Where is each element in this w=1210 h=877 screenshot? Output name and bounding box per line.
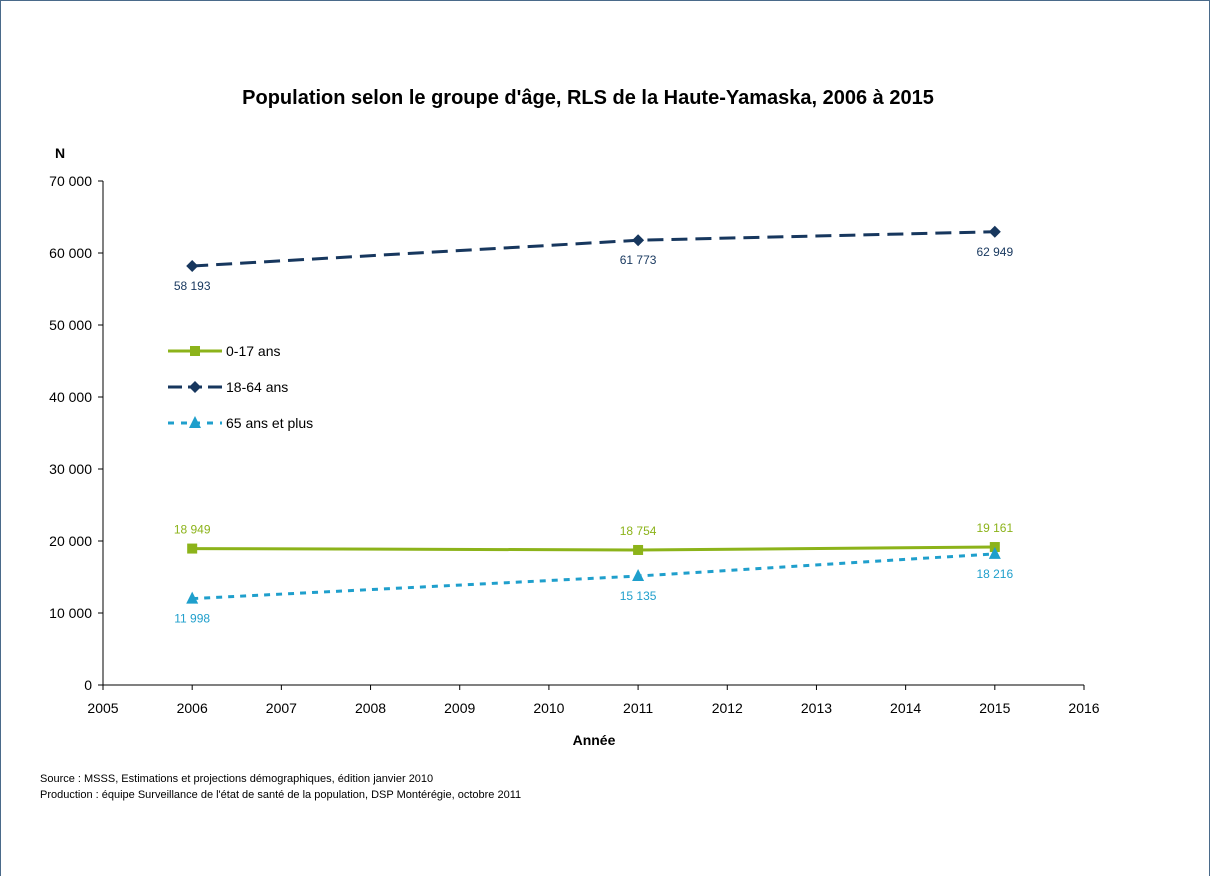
series-layer: 18 949 18 754 19 161 58 193 61 773 62 949 11 9… xyxy=(174,225,1013,626)
y-tick-label: 10 000 xyxy=(49,605,92,621)
data-point xyxy=(187,543,198,554)
data-point xyxy=(632,569,645,582)
data-label: 62 949 xyxy=(976,245,1013,259)
y-axis-title: N xyxy=(55,145,65,161)
data-label: 18 216 xyxy=(976,567,1013,581)
series-line xyxy=(192,552,995,601)
x-tick-label: 2013 xyxy=(801,700,832,716)
chart-title: Population selon le groupe d'âge, RLS de… xyxy=(242,87,934,109)
x-tick-label: 2012 xyxy=(712,700,743,716)
y-tick-label: 50 000 xyxy=(49,317,92,333)
y-tick-label: 30 000 xyxy=(49,461,92,477)
data-point xyxy=(186,260,199,273)
series-line xyxy=(192,230,995,268)
data-point xyxy=(988,225,1001,238)
data-label: 18 754 xyxy=(620,524,657,538)
legend-marker xyxy=(189,416,201,428)
legend: 0-17 ans 18-64 ans 65 ans et plus xyxy=(168,343,313,431)
legend-label: 18-64 ans xyxy=(226,379,288,395)
axes: 0 10 000 20 000 30 000 40 000 50 000 60 000 70 … xyxy=(49,173,1100,716)
data-label: 18 949 xyxy=(174,523,211,537)
y-tick-label: 0 xyxy=(84,677,92,693)
legend-marker xyxy=(189,381,201,393)
legend-label: 65 ans et plus xyxy=(226,415,313,431)
data-point xyxy=(633,544,644,555)
x-tick-label: 2015 xyxy=(979,700,1010,716)
y-tick-label: 60 000 xyxy=(49,245,92,261)
legend-item: 0-17 ans xyxy=(168,343,280,359)
data-point xyxy=(988,546,1001,559)
data-point xyxy=(632,234,645,247)
series-18-64-ans: 58 193 61 773 62 949 xyxy=(174,225,1013,293)
data-label: 11 998 xyxy=(174,612,210,626)
x-tick-label: 2010 xyxy=(533,700,564,716)
data-label: 58 193 xyxy=(174,279,211,293)
series-65-ans-et-plus: 11 998 15 135 18 216 xyxy=(174,546,1013,626)
legend-label: 0-17 ans xyxy=(226,343,280,359)
x-tick-label: 2009 xyxy=(444,700,475,716)
x-tick-label: 2006 xyxy=(177,700,208,716)
series-0-17-ans: 18 949 18 754 19 161 xyxy=(174,521,1013,555)
source-note: Source : MSSS, Estimations et projection… xyxy=(40,773,433,785)
x-tick-label: 2008 xyxy=(355,700,386,716)
x-tick-label: 2005 xyxy=(87,700,118,716)
y-tick-label: 20 000 xyxy=(49,533,92,549)
legend-item: 18-64 ans xyxy=(168,379,288,395)
x-axis-title: Année xyxy=(573,732,616,748)
data-label: 15 135 xyxy=(620,589,657,603)
legend-marker xyxy=(190,346,200,356)
series-line xyxy=(192,545,995,552)
x-tick-label: 2007 xyxy=(266,700,297,716)
x-tick-label: 2011 xyxy=(623,700,653,716)
x-tick-label: 2016 xyxy=(1068,700,1099,716)
data-label: 61 773 xyxy=(620,253,657,267)
data-label: 19 161 xyxy=(976,521,1013,535)
legend-item: 65 ans et plus xyxy=(168,415,313,431)
x-tick-label: 2014 xyxy=(890,700,921,716)
production-note: Production : équipe Surveillance de l'ét… xyxy=(40,789,521,801)
y-tick-label: 40 000 xyxy=(49,389,92,405)
y-tick-label: 70 000 xyxy=(49,173,92,189)
data-point xyxy=(186,591,199,604)
